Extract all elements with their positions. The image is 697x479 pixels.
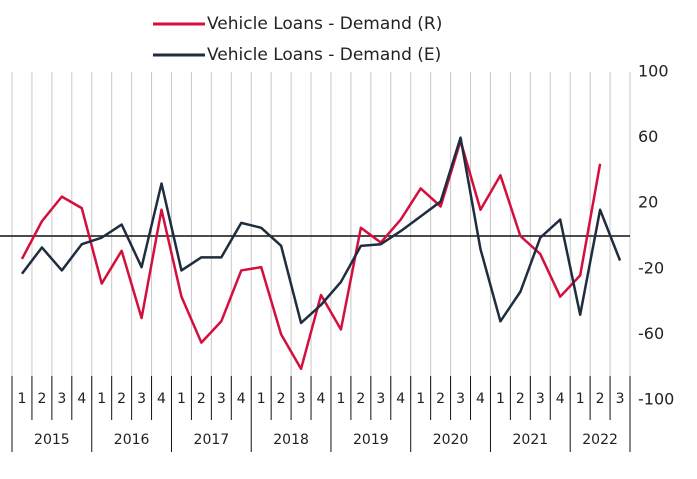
year-label: 2015 — [34, 432, 70, 448]
x-tick-label: 1 — [416, 391, 425, 407]
x-tick-label: 2 — [37, 391, 46, 407]
x-tick-label: 2 — [356, 391, 365, 407]
year-label: 2020 — [433, 432, 469, 448]
x-tick-label: 4 — [317, 391, 326, 407]
x-tick-label: 1 — [257, 391, 266, 407]
year-label: 2017 — [194, 432, 230, 448]
x-tick-label: 4 — [77, 391, 86, 407]
x-tick-label: 1 — [496, 391, 505, 407]
year-label: 2016 — [114, 432, 150, 448]
x-tick-label: 4 — [396, 391, 405, 407]
y-tick-label: -60 — [638, 324, 664, 343]
x-tick-label: 3 — [137, 391, 146, 407]
x-tick-label: 3 — [456, 391, 465, 407]
legend-label: Vehicle Loans - Demand (R) — [207, 14, 442, 34]
x-tick-label: 3 — [536, 391, 545, 407]
x-tick-label: 1 — [97, 391, 106, 407]
year-label: 2022 — [582, 432, 618, 448]
x-tick-label: 4 — [476, 391, 485, 407]
year-label: 2021 — [513, 432, 549, 448]
x-tick-label: 2 — [436, 391, 445, 407]
y-tick-label: -20 — [638, 258, 664, 277]
x-tick-label: 2 — [596, 391, 605, 407]
x-tick-label: 3 — [297, 391, 306, 407]
x-tick-label: 1 — [336, 391, 345, 407]
x-tick-label: 1 — [177, 391, 186, 407]
y-tick-label: 100 — [638, 62, 669, 81]
series-line — [20, 139, 602, 371]
y-tick-label: -100 — [638, 390, 674, 409]
x-tick-label: 4 — [157, 391, 166, 407]
x-tick-label: 2 — [197, 391, 206, 407]
x-tick-label: 3 — [217, 391, 226, 407]
x-tick-label: 1 — [576, 391, 585, 407]
year-label: 2018 — [273, 432, 309, 448]
year-label: 2019 — [353, 432, 389, 448]
y-tick-label: 60 — [638, 127, 658, 146]
series-line — [20, 136, 622, 325]
legend-label: Vehicle Loans - Demand (E) — [207, 45, 441, 65]
x-tick-label: 1 — [18, 391, 27, 407]
y-tick-label: 20 — [638, 193, 658, 212]
x-tick-label: 3 — [376, 391, 385, 407]
x-tick-label: 3 — [57, 391, 66, 407]
x-tick-label: 4 — [237, 391, 246, 407]
x-tick-label: 2 — [117, 391, 126, 407]
x-tick-label: 2 — [277, 391, 286, 407]
x-tick-label: 4 — [556, 391, 565, 407]
x-tick-label: 3 — [616, 391, 625, 407]
x-tick-label: 2 — [516, 391, 525, 407]
